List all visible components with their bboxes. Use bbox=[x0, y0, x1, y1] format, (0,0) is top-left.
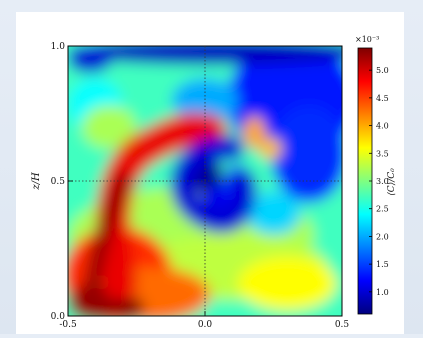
heatmap-chart: -0.5 0.0 0.5 0.00.51.0 z/H 1.01.52.02.53.0… bbox=[31, 35, 397, 330]
field-region-4 bbox=[237, 256, 337, 311]
y-axis-label: z/H bbox=[31, 172, 42, 191]
colorbar-tick-label-3: 2.5 bbox=[376, 205, 389, 214]
colorbar-tick-label-7: 4.5 bbox=[376, 94, 389, 103]
x-tick-label-1: 0.0 bbox=[198, 320, 213, 330]
y-axis: 0.0 0.5 1.0 bbox=[51, 42, 73, 322]
colorbar-tick-label-2: 2.0 bbox=[376, 232, 389, 241]
y-tick-label-1: 0.5 bbox=[51, 177, 66, 187]
spiral-arm-high bbox=[96, 113, 228, 301]
colorbar-tick-label-4: 3.0 bbox=[376, 177, 389, 186]
x-tick-label-2: 0.5 bbox=[335, 320, 350, 330]
figure-frame: -0.5 0.0 0.5 0.0 0.5 1.0 z/H 1.0 1.5 2.0 2.5 3.0… bbox=[16, 12, 404, 334]
x-tick-label-0: -0.5 bbox=[59, 320, 77, 330]
colorbar-label: ⟨C⟩/C₀ bbox=[387, 168, 397, 196]
field-region-19 bbox=[81, 105, 137, 149]
vortex-swirl-low bbox=[170, 136, 257, 234]
y-tick-label-2: 1.0 bbox=[51, 42, 66, 52]
field-region-17 bbox=[243, 116, 266, 149]
x-axis: -0.5 0.0 0.5 bbox=[59, 311, 349, 330]
heatmap-field bbox=[68, 46, 342, 316]
field-region-18 bbox=[259, 137, 282, 160]
field-region-14 bbox=[246, 191, 301, 235]
colorbar-tick-label-8: 5.0 bbox=[376, 66, 389, 75]
colorbar-tick-label-5: 3.5 bbox=[376, 149, 389, 158]
field-region-6 bbox=[111, 297, 145, 316]
colorbar-ticks: 1.0 1.5 2.0 2.5 3.0 3.5 4.0 4.5 5.0 bbox=[369, 66, 389, 297]
colorbar-tick-label-1: 1.5 bbox=[376, 260, 389, 269]
field-region-10 bbox=[68, 46, 112, 73]
y-tick-label-0: 0.0 bbox=[51, 312, 66, 322]
colorbar-tick-label-0: 1.0 bbox=[376, 288, 389, 297]
colorbar-multiplier: ×10⁻³ bbox=[355, 35, 379, 44]
colorbar-tick-label-6: 4.0 bbox=[376, 122, 389, 131]
field-region-9 bbox=[68, 46, 342, 65]
spiral-arm-core bbox=[81, 173, 131, 311]
field-region-8 bbox=[270, 105, 342, 203]
